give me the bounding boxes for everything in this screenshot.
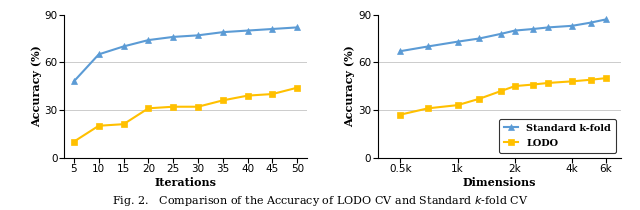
Standard k-fold <box>498 33 506 35</box>
LODO <box>396 113 404 116</box>
LODO <box>568 80 576 83</box>
Standard k-fold <box>587 21 595 24</box>
LODO <box>529 83 537 86</box>
Y-axis label: Accuracy (%): Accuracy (%) <box>344 45 355 127</box>
LODO <box>511 85 519 87</box>
Standard k-fold <box>424 45 432 48</box>
Y-axis label: Accuracy (%): Accuracy (%) <box>31 45 42 127</box>
LODO <box>602 77 609 79</box>
LODO <box>454 104 461 106</box>
LODO <box>545 82 552 84</box>
LODO <box>587 79 595 81</box>
X-axis label: Iterations: Iterations <box>155 177 216 188</box>
LODO <box>498 90 506 92</box>
X-axis label: Dimensions: Dimensions <box>463 177 536 188</box>
Standard k-fold <box>602 18 609 21</box>
LODO <box>424 107 432 110</box>
LODO <box>476 97 483 100</box>
Standard k-fold <box>511 29 519 32</box>
Legend: Standard k-fold, LODO: Standard k-fold, LODO <box>499 119 616 153</box>
Standard k-fold <box>568 25 576 27</box>
Standard k-fold <box>454 40 461 43</box>
Line: Standard k-fold: Standard k-fold <box>397 16 609 54</box>
Standard k-fold <box>545 26 552 29</box>
Standard k-fold <box>396 50 404 52</box>
Text: Fig. 2.   Comparison of the Accuracy of LODO CV and Standard $k$-fold CV: Fig. 2. Comparison of the Accuracy of LO… <box>112 194 528 208</box>
Line: LODO: LODO <box>397 75 609 118</box>
Standard k-fold <box>476 37 483 40</box>
Standard k-fold <box>529 28 537 30</box>
